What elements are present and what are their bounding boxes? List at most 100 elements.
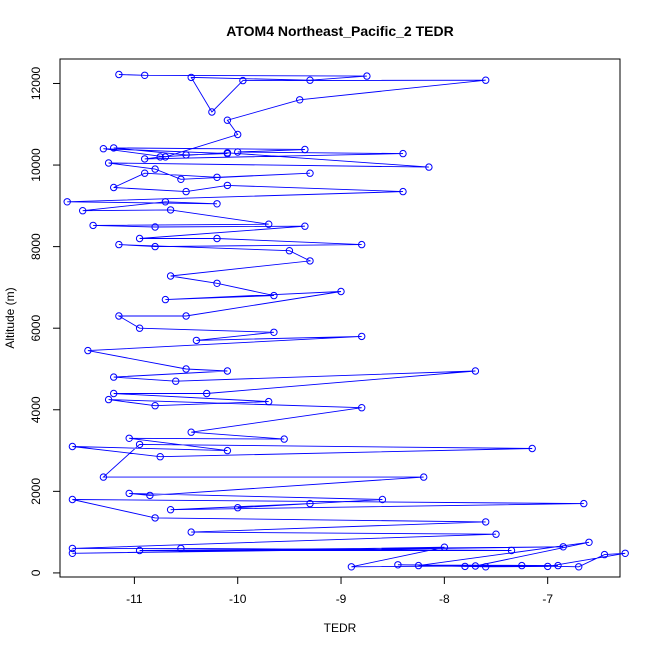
data-point [177, 175, 185, 184]
data-point [110, 373, 118, 381]
data-point [399, 149, 407, 158]
data-point [482, 76, 490, 84]
data-point [358, 404, 366, 412]
data-point [125, 434, 133, 442]
data-point [425, 163, 433, 171]
data-point [575, 563, 583, 571]
data-point [151, 242, 159, 251]
x-tick-label: -11 [126, 592, 143, 606]
data-point [177, 544, 185, 553]
data-point [161, 295, 170, 304]
data-point [79, 207, 87, 215]
data-point [301, 222, 309, 230]
data-point [104, 395, 113, 404]
data-point [306, 257, 314, 265]
data-point [208, 108, 216, 116]
x-tick-label: -7 [542, 592, 553, 606]
data-point [554, 561, 562, 570]
data-point [135, 234, 144, 243]
data-point [156, 453, 164, 461]
data-point [135, 440, 144, 449]
data-point [213, 234, 221, 243]
data-point [337, 287, 345, 296]
data-point [172, 377, 180, 385]
y-tick-label: 4000 [29, 396, 43, 423]
series-group [63, 70, 629, 571]
data-point [482, 518, 490, 526]
data-point [280, 435, 288, 443]
data-point [68, 495, 77, 504]
data-point [358, 240, 366, 249]
x-tick-label: -9 [336, 592, 347, 606]
data-point [156, 153, 164, 161]
data-point [306, 499, 314, 508]
data-point [141, 71, 149, 80]
data-point [68, 544, 77, 553]
data-point [151, 223, 159, 231]
data-point [115, 312, 123, 320]
data-point [166, 506, 175, 514]
data-point [68, 549, 77, 557]
data-point [528, 444, 536, 453]
data-point [166, 206, 175, 214]
y-tick-label: 2000 [29, 478, 43, 505]
y-tick-label: 8000 [29, 233, 43, 260]
data-point [270, 291, 278, 300]
data-point [151, 514, 159, 522]
data-point [89, 221, 97, 230]
data-point [518, 561, 526, 570]
data-point [223, 116, 232, 124]
x-axis: -11 -10 -9 -8 -7 [126, 576, 553, 606]
data-point [99, 473, 108, 481]
data-point [471, 562, 480, 570]
data-point [84, 346, 92, 355]
y-axis: 0 2000 4000 6000 8000 10000 12000 [29, 66, 61, 576]
data-point [399, 187, 407, 196]
data-point [182, 187, 190, 196]
data-point [125, 489, 133, 498]
data-point [192, 336, 201, 345]
data-point [363, 72, 371, 80]
data-point [115, 70, 123, 79]
series-line [67, 74, 626, 568]
data-point [580, 499, 588, 508]
data-point [265, 397, 273, 406]
data-point [141, 169, 149, 177]
data-point [492, 530, 500, 538]
x-tick-label: -10 [229, 592, 247, 606]
data-point [234, 504, 242, 512]
data-point [203, 389, 211, 398]
data-point [265, 220, 273, 228]
data-point [182, 312, 190, 320]
data-point [99, 145, 108, 153]
data-point [223, 181, 232, 190]
data-point [187, 528, 195, 536]
data-point [110, 183, 118, 192]
data-point [239, 76, 247, 85]
data-point [461, 562, 469, 571]
data-point [296, 96, 304, 104]
data-point [213, 279, 221, 287]
y-tick-label: 6000 [29, 315, 43, 342]
data-point [234, 130, 242, 139]
data-point [234, 148, 242, 156]
data-point [347, 563, 356, 571]
data-point [482, 563, 490, 571]
data-point [110, 389, 118, 398]
data-point [544, 562, 552, 571]
data-point [135, 324, 144, 332]
data-point [420, 473, 428, 481]
chart-title: ATOM4 Northeast_Pacific_2 TEDR [226, 23, 453, 39]
data-point [104, 159, 113, 167]
data-point [213, 200, 221, 208]
data-point [161, 198, 170, 206]
data-point [213, 173, 221, 182]
data-point [621, 549, 629, 557]
data-point [440, 543, 449, 551]
data-point [306, 76, 314, 84]
data-point [223, 149, 232, 157]
x-tick-label: -8 [439, 592, 450, 606]
data-point [285, 247, 294, 255]
data-point [115, 240, 123, 249]
data-point [559, 543, 567, 551]
